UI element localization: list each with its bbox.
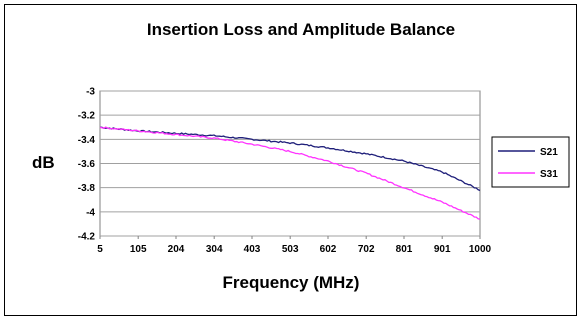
y-tick-label: -3.8: [78, 183, 96, 194]
x-tick-label: 503: [282, 244, 299, 255]
y-tick-label: -3.4: [78, 135, 96, 146]
legend-box: [491, 136, 570, 188]
x-tick-label: 105: [130, 244, 147, 255]
y-tick-label: -3.6: [78, 159, 96, 170]
x-tick-label: 901: [434, 244, 451, 255]
series-line-s31: [99, 126, 481, 220]
x-tick-label: 403: [244, 244, 261, 255]
x-tick-label: 702: [358, 244, 375, 255]
chart-title: Insertion Loss and Amplitude Balance: [147, 20, 455, 39]
x-tick-label: 602: [320, 244, 337, 255]
y-tick-label: -4.2: [78, 232, 96, 243]
grid-lines: [100, 90, 480, 237]
chart-frame: Insertion Loss and Amplitude Balance -3-…: [4, 4, 577, 316]
y-axis-label: dB: [32, 153, 55, 172]
y-tick-label: -4: [86, 207, 95, 218]
x-tick-label: 304: [206, 244, 223, 255]
legend-label: S31: [540, 169, 558, 180]
series-line-s21: [100, 126, 481, 192]
x-axis-label: Frequency (MHz): [223, 273, 360, 292]
y-axis-ticks: -3 -3.2 -3.4 -3.6 -3.8 -4 -4.2: [78, 87, 96, 243]
series-lines: [99, 126, 481, 220]
line-chart: Insertion Loss and Amplitude Balance -3-…: [32, 20, 570, 292]
x-axis-ticks: 5 105 204 304 403 503 602 702 801 901 1000: [97, 236, 492, 255]
x-tick-label: 5: [97, 244, 103, 255]
x-tick-label: 801: [396, 244, 413, 255]
x-tick-label: 1000: [469, 244, 492, 255]
x-tick-label: 204: [168, 244, 185, 255]
legend: S21 S31: [491, 136, 570, 188]
y-tick-label: -3: [86, 87, 95, 98]
legend-label: S21: [540, 147, 558, 158]
y-tick-label: -3.2: [78, 111, 96, 122]
